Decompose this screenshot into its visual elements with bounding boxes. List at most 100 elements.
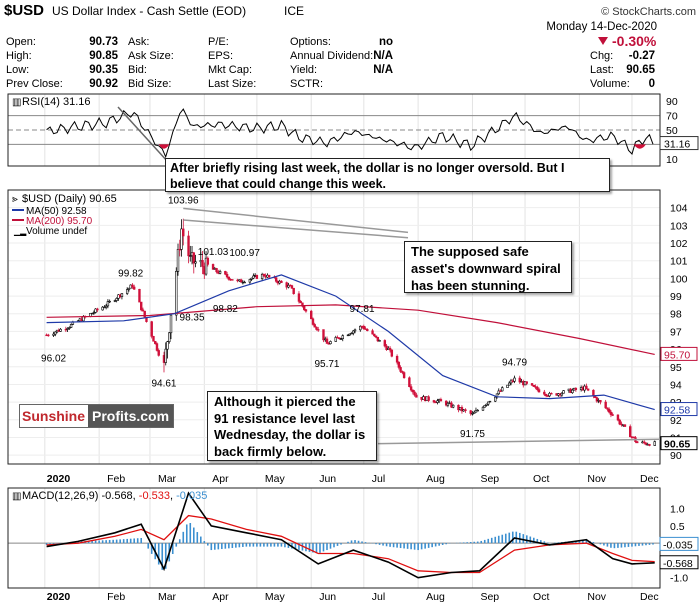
macd-legend-sep: , bbox=[170, 490, 176, 502]
rsi-tick-label: 70 bbox=[666, 111, 678, 123]
candle-body bbox=[376, 336, 380, 342]
macd-x-tick-label: Jun bbox=[319, 591, 336, 603]
macd-legend-hist: -0.035 bbox=[176, 490, 207, 502]
symbol: $USD bbox=[4, 2, 44, 19]
candle-body bbox=[408, 377, 411, 388]
candle-body bbox=[303, 305, 306, 310]
candle-body bbox=[485, 403, 488, 406]
candle-body bbox=[66, 328, 69, 330]
price-label: 96.02 bbox=[41, 354, 66, 365]
candle-body bbox=[427, 396, 430, 401]
candle-body bbox=[334, 337, 337, 342]
candle-body bbox=[483, 405, 486, 408]
quote-label: Bid Size: bbox=[128, 78, 171, 90]
price-tick-label: 102 bbox=[670, 238, 688, 250]
quote-label: Open: bbox=[6, 36, 36, 48]
candle-body bbox=[239, 279, 243, 283]
candle-body bbox=[513, 377, 516, 382]
candle-body bbox=[374, 335, 378, 338]
candle-body bbox=[69, 324, 73, 328]
rsi-last-label: 31.16 bbox=[664, 139, 690, 151]
macd-x-tick-label: 2020 bbox=[47, 591, 71, 603]
candle-body bbox=[155, 343, 159, 351]
x-tick-label: Sep bbox=[480, 473, 499, 485]
candle-body bbox=[131, 284, 134, 288]
quote-label: P/E: bbox=[208, 36, 229, 48]
price-label: 101.03 bbox=[198, 247, 229, 258]
price-label: 91.75 bbox=[460, 429, 485, 440]
candle-body bbox=[550, 392, 553, 395]
candle-body bbox=[59, 328, 62, 332]
x-tick-label: Aug bbox=[426, 473, 445, 485]
quote-label: Bid: bbox=[128, 64, 147, 76]
macd-legend: MACD(12,26,9) -0.568, -0.533, -0.035 bbox=[22, 490, 207, 502]
candle-body bbox=[476, 409, 479, 412]
x-tick-label: 2020 bbox=[47, 473, 71, 485]
candle-body bbox=[176, 248, 180, 272]
price-tick-label: 99 bbox=[670, 291, 682, 303]
candle-body bbox=[432, 400, 436, 403]
rsi-line bbox=[46, 108, 654, 159]
candle-body bbox=[607, 408, 611, 413]
rsi-last-box bbox=[659, 136, 699, 151]
candle-body bbox=[255, 274, 259, 279]
price-tick-label: 92 bbox=[670, 415, 682, 427]
candle-body bbox=[439, 399, 443, 402]
candle-body bbox=[322, 329, 325, 341]
quote-label: Options: bbox=[290, 36, 331, 48]
quote-value: 90.73 bbox=[89, 36, 118, 48]
support-line bbox=[377, 438, 661, 445]
candle-body bbox=[157, 350, 160, 356]
x-tick-label: Apr bbox=[212, 473, 229, 485]
candle-body bbox=[280, 280, 283, 283]
candle-body bbox=[154, 340, 157, 344]
candle-body bbox=[175, 271, 178, 316]
last-value-box bbox=[660, 402, 698, 417]
candle-body bbox=[413, 391, 416, 396]
price-tick-label: 101 bbox=[670, 256, 688, 268]
volume-legend-icon: ▁▂ bbox=[13, 227, 27, 236]
candle-body bbox=[297, 293, 301, 302]
last-value-box bbox=[660, 346, 698, 361]
macd-legend-icon: ▥ bbox=[12, 491, 21, 502]
candle-body bbox=[243, 281, 246, 284]
candle-body bbox=[383, 340, 387, 347]
volume-legend: Volume undef bbox=[26, 226, 87, 237]
macd-x-tick-label: Sep bbox=[480, 591, 499, 603]
x-tick-label: Jun bbox=[319, 473, 336, 485]
candle-body bbox=[399, 367, 402, 372]
candle-body bbox=[54, 331, 57, 335]
candle-body bbox=[606, 407, 609, 410]
candle-body bbox=[643, 441, 646, 444]
candle-body bbox=[636, 441, 639, 444]
candle-legend-icon: ⪢ bbox=[11, 194, 18, 205]
candle-body bbox=[152, 336, 155, 342]
candle-body bbox=[201, 260, 204, 267]
price-label: 100.97 bbox=[229, 248, 260, 259]
price-tick-label: 97 bbox=[670, 326, 682, 338]
rsi-tick-label: 50 bbox=[666, 125, 678, 137]
x-tick-label: Dec bbox=[640, 473, 659, 485]
price-label: 98.82 bbox=[213, 304, 238, 315]
rsi-panel: 103050709031.16▥RSI(14) 31.16 bbox=[7, 93, 699, 167]
candle-body bbox=[94, 308, 97, 313]
candle-body bbox=[189, 255, 192, 257]
candle-body bbox=[611, 414, 614, 416]
macd-legend-prefix: MACD(12,26,9) bbox=[22, 490, 101, 502]
candle-body bbox=[629, 426, 632, 438]
quote-date: Monday 14-Dec-2020 bbox=[546, 21, 657, 33]
macd-signal-line bbox=[46, 514, 655, 574]
candle-body bbox=[218, 270, 222, 274]
candle-body bbox=[143, 310, 146, 318]
instrument-name: US Dollar Index - Cash Settle (EOD) bbox=[52, 4, 246, 18]
macd-x-tick-label: May bbox=[265, 591, 286, 603]
candle-body bbox=[469, 410, 472, 414]
candle-body bbox=[632, 436, 635, 438]
quote-label: Yield: bbox=[290, 64, 317, 76]
candle-body bbox=[169, 314, 173, 334]
quote-value: 90.85 bbox=[89, 50, 118, 62]
candle-body bbox=[362, 325, 365, 330]
candle-body bbox=[481, 406, 485, 411]
change-pct: -0.30% bbox=[612, 33, 657, 49]
candle-body bbox=[215, 268, 218, 273]
